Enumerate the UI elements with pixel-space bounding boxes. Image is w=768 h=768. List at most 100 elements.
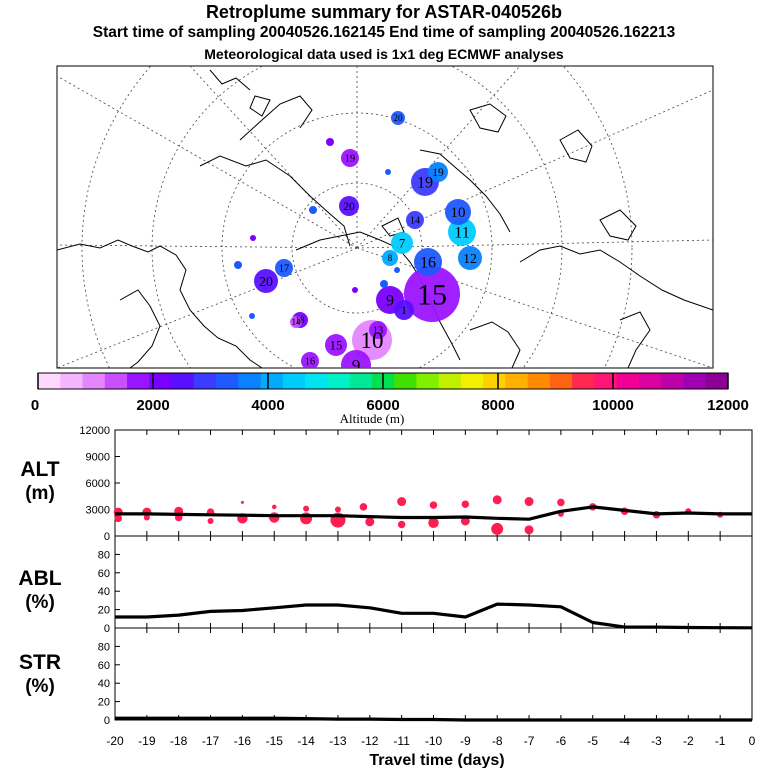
x-tick-label: -18: [170, 734, 188, 748]
y-tick-label: 0: [104, 623, 110, 635]
cluster-label: 11: [454, 225, 470, 242]
trajectory-cluster: [445, 199, 471, 225]
x-tick-label: -5: [587, 734, 598, 748]
abl-panel-title: ABL: [18, 567, 61, 590]
x-tick-label: -14: [297, 734, 315, 748]
cluster-label: 18: [295, 315, 305, 325]
trajectory-point: [249, 313, 255, 319]
altitude-cluster-dot: [240, 500, 244, 504]
y-tick-label: 40: [98, 678, 110, 690]
colorbar-swatch: [349, 373, 373, 389]
altitude-cluster-dot: [491, 522, 504, 535]
trajectory-cluster: [369, 321, 387, 339]
coastline: [559, 129, 593, 163]
altitude-cluster-dot: [397, 520, 406, 529]
latitude-circle: [151, 66, 563, 368]
coastline: [619, 311, 651, 368]
colorbar-swatch: [683, 373, 707, 389]
colorbar-swatch: [416, 373, 440, 389]
colorbar-swatch: [638, 373, 662, 389]
x-tick-labels: -20 -19 -18 -17 -16 -15 -14 -13 -12 -11 -10 -9 -8 -7-…: [106, 734, 755, 748]
altitude-cluster-dot: [524, 525, 534, 535]
cluster-label: 12: [463, 251, 477, 266]
colorbar-swatch: [394, 373, 417, 389]
x-tick-label: -19: [138, 734, 156, 748]
colorbar-swatch: [60, 373, 84, 389]
y-tick-label: 9000: [86, 452, 110, 464]
altitude-cluster-dot: [143, 514, 150, 521]
coastline: [199, 155, 351, 247]
trajectory-point: [380, 280, 388, 288]
y-tick-label: 60: [98, 660, 110, 672]
colorbar-swatch: [282, 373, 306, 389]
coastline: [599, 209, 637, 241]
trajectory-point: [352, 287, 358, 293]
trajectory-cluster: [428, 162, 448, 182]
trajectory-cluster: [341, 350, 371, 368]
x-axis-title: Travel time (days): [369, 752, 504, 768]
coastline: [119, 289, 161, 368]
altitude-cluster-dot: [461, 500, 470, 508]
trajectory-clusters: 1510919111691012207151920119141713161882…: [234, 111, 482, 368]
colorbar-label: Altitude (m): [340, 411, 405, 426]
y-tick-label: 20: [98, 697, 110, 709]
coastline: [239, 95, 313, 141]
sampling-times: Start time of sampling 20040526.162145 E…: [92, 24, 676, 41]
colorbar-tick-label: 2000: [136, 397, 169, 414]
colorbar-swatch: [260, 373, 284, 389]
colorbar-swatch: [572, 373, 595, 389]
colorbar-swatch: [305, 373, 328, 389]
trajectory-cluster: [382, 250, 398, 266]
trajectory-point: [309, 206, 317, 214]
altitude-colorbar: 0 2000 4000 6000 8000 10000 12000: [31, 372, 749, 414]
y-tick-label: 40: [98, 586, 110, 598]
coastline: [57, 239, 263, 368]
x-tick-label: -17: [202, 734, 220, 748]
x-tick-label: -13: [329, 734, 347, 748]
coastline: [381, 217, 405, 237]
cluster-label: 19: [432, 167, 444, 179]
altitude-cluster-dot: [397, 497, 407, 507]
cluster-label: 17: [279, 264, 289, 275]
x-tick-label: -11: [393, 734, 410, 748]
altitude-cluster-dot: [557, 498, 565, 507]
cluster-label: 20: [343, 201, 355, 213]
cluster-label: 10: [451, 205, 466, 221]
coastline: [419, 149, 511, 233]
y-tick-label: 80: [98, 549, 110, 561]
trajectory-cluster: [341, 149, 359, 167]
coastline: [209, 69, 251, 91]
altitude-cluster-dot: [460, 516, 470, 526]
series-line: [115, 716, 752, 722]
x-tick-label: -8: [492, 734, 503, 748]
trajectory-point: [394, 267, 400, 273]
y-tick-label: 6000: [86, 478, 110, 490]
colorbar-swatch: [82, 373, 106, 389]
cluster-label: 15: [330, 338, 343, 352]
trajectory-cluster: [391, 232, 413, 254]
altitude-cluster-dot: [365, 517, 375, 527]
meridian: [356, 66, 521, 249]
coastline: [469, 103, 507, 133]
x-tick-label: -12: [361, 734, 379, 748]
trajectory-cluster: [339, 196, 359, 216]
colorbar-swatch: [127, 373, 150, 389]
altitude-cluster-dot: [114, 514, 122, 523]
str-panel-title: STR: [19, 651, 61, 674]
altitude-cluster-dot: [524, 497, 534, 507]
x-tick-label: -6: [556, 734, 567, 748]
trajectory-cluster: [391, 111, 405, 125]
trajectory-cluster: [404, 266, 460, 322]
x-tick-label: -10: [425, 734, 443, 748]
cluster-label: 14: [410, 216, 421, 227]
colorbar-tick-label: 6000: [366, 397, 399, 414]
cluster-label: 14: [292, 317, 302, 327]
cluster-label: 16: [420, 255, 436, 272]
cluster-label: 20: [259, 274, 273, 289]
trajectory-cluster: [290, 316, 302, 328]
stratosphere-panel: 0 20 40 60 80: [98, 627, 753, 727]
colorbar-swatch: [193, 373, 217, 389]
alt-panel-unit: (m): [25, 483, 55, 504]
altitude-cluster-dot: [429, 501, 438, 509]
